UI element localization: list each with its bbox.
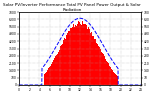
Bar: [112, 70, 113, 85]
Bar: [88, 29, 89, 85]
Bar: [103, 54, 104, 85]
Bar: [94, 39, 95, 85]
Bar: [92, 36, 93, 85]
Bar: [73, 24, 74, 85]
Bar: [84, 25, 85, 85]
Bar: [45, 73, 46, 85]
Bar: [82, 21, 83, 85]
Bar: [79, 23, 80, 85]
Bar: [117, 76, 118, 85]
Bar: [77, 24, 78, 85]
Bar: [53, 61, 54, 85]
Bar: [110, 67, 111, 85]
Bar: [72, 28, 73, 85]
Text: Solar PV/Inverter Performance Total PV Panel Power Output & Solar Radiation: Solar PV/Inverter Performance Total PV P…: [3, 3, 141, 12]
Bar: [105, 59, 106, 85]
Bar: [114, 73, 115, 85]
Bar: [74, 27, 75, 85]
Bar: [91, 32, 92, 85]
Bar: [87, 26, 88, 85]
Bar: [78, 21, 79, 85]
Bar: [57, 53, 58, 85]
Bar: [96, 42, 97, 85]
Bar: [85, 24, 86, 85]
Bar: [90, 33, 91, 85]
Bar: [107, 62, 108, 85]
Bar: [108, 64, 109, 85]
Bar: [62, 44, 63, 85]
Bar: [61, 45, 62, 85]
Bar: [95, 39, 96, 85]
Bar: [101, 52, 102, 85]
Bar: [93, 36, 94, 85]
Bar: [46, 72, 47, 85]
Bar: [106, 60, 107, 85]
Bar: [68, 31, 69, 85]
Bar: [56, 55, 57, 85]
Bar: [52, 62, 53, 85]
Bar: [83, 26, 84, 85]
Bar: [64, 38, 65, 85]
Bar: [98, 46, 99, 85]
Bar: [63, 40, 64, 85]
Bar: [102, 54, 103, 85]
Bar: [76, 25, 77, 85]
Bar: [116, 75, 117, 85]
Bar: [59, 50, 60, 85]
Bar: [113, 72, 114, 85]
Bar: [47, 70, 48, 85]
Bar: [69, 31, 70, 85]
Bar: [71, 28, 72, 85]
Bar: [55, 56, 56, 85]
Bar: [111, 69, 112, 85]
Bar: [75, 23, 76, 85]
Bar: [66, 35, 67, 85]
Bar: [48, 68, 49, 85]
Bar: [86, 25, 87, 85]
Bar: [81, 25, 82, 85]
Bar: [99, 47, 100, 85]
Bar: [89, 29, 90, 85]
Bar: [58, 52, 59, 85]
Bar: [100, 49, 101, 85]
Bar: [67, 33, 68, 85]
Bar: [70, 28, 71, 85]
Bar: [104, 56, 105, 85]
Bar: [50, 66, 51, 85]
Bar: [97, 44, 98, 85]
Bar: [80, 24, 81, 85]
Bar: [115, 74, 116, 85]
Bar: [65, 39, 66, 85]
Bar: [51, 64, 52, 85]
Bar: [109, 66, 110, 85]
Bar: [60, 46, 61, 85]
Bar: [54, 58, 55, 85]
Bar: [44, 74, 45, 85]
Bar: [49, 67, 50, 85]
